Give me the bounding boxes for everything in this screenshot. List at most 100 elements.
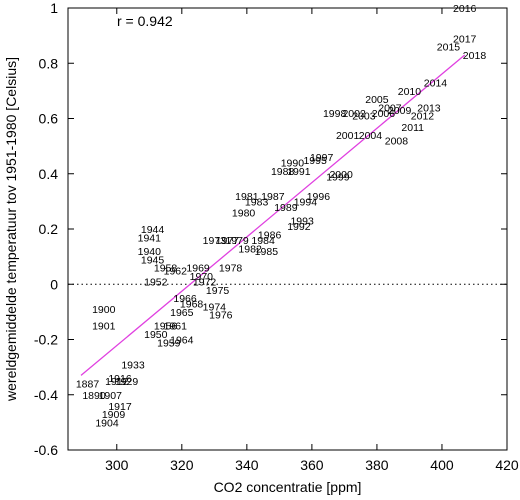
data-point-label: 2012 xyxy=(411,111,435,123)
data-point-label: 1941 xyxy=(138,232,162,244)
x-tick-label: 320 xyxy=(170,457,194,473)
data-point-label: 2005 xyxy=(365,94,389,106)
data-point-label: 1945 xyxy=(141,254,165,266)
x-tick-label: 400 xyxy=(430,457,454,473)
data-point-label: 1997 xyxy=(310,152,334,164)
data-point-label: 1900 xyxy=(92,304,116,316)
y-tick-label: 0.2 xyxy=(39,221,59,237)
data-point-label: 1887 xyxy=(76,379,100,391)
x-tick-label: 420 xyxy=(495,457,519,473)
data-point-label: 1950 xyxy=(144,329,168,341)
data-point-label: 2001 xyxy=(336,130,360,142)
data-point-label: 2007 xyxy=(378,102,402,114)
y-tick-label: 0 xyxy=(50,276,58,292)
data-point-label: 2011 xyxy=(401,122,424,134)
x-tick-label: 300 xyxy=(105,457,129,473)
data-point-label: 2014 xyxy=(424,78,448,90)
y-axis-label: wereldgemiddelde temperatuur tov 1951-19… xyxy=(3,57,19,402)
data-point-label: 1956 xyxy=(154,321,178,333)
data-point-label: 1980 xyxy=(232,207,256,219)
data-point-label: 2017 xyxy=(453,33,477,45)
data-point-label: 1989 xyxy=(274,202,298,214)
data-point-label: 1978 xyxy=(219,263,243,275)
data-point-label: 2008 xyxy=(385,136,409,148)
data-point-label: 1992 xyxy=(287,221,311,233)
data-point-label: 1993 xyxy=(290,216,314,228)
data-point-label: 2018 xyxy=(463,50,487,62)
data-point-label: 1917 xyxy=(108,401,132,413)
data-point-label: 1981 xyxy=(235,191,259,203)
data-point-label: 1964 xyxy=(170,335,194,347)
data-point-label: 1975 xyxy=(206,285,230,297)
data-point-label: 1959 xyxy=(157,337,181,349)
y-tick-label: 1 xyxy=(50,0,58,16)
x-axis-label: CO2 concentratie [ppm] xyxy=(214,479,362,495)
y-tick-label: -0.2 xyxy=(34,332,58,348)
data-point-label: 1979 xyxy=(225,235,249,247)
data-point-label: 1952 xyxy=(144,276,168,288)
x-tick-label: 380 xyxy=(365,457,389,473)
data-point-label: 1974 xyxy=(203,301,227,313)
data-point-label: 1929 xyxy=(115,376,139,388)
data-point-label: 2003 xyxy=(352,111,376,123)
data-point-label: 2006 xyxy=(372,108,396,120)
x-tick-label: 360 xyxy=(300,457,324,473)
data-point-label: 1991 xyxy=(287,166,311,178)
data-point-label: 1994 xyxy=(294,196,318,208)
data-point-label: 2000 xyxy=(329,169,353,181)
data-point-label: 2015 xyxy=(437,42,461,54)
y-tick-label: 0.6 xyxy=(39,111,59,127)
data-point-label: 1995 xyxy=(303,155,327,167)
data-point-label: 1968 xyxy=(180,299,204,311)
data-point-label: 1984 xyxy=(251,235,275,247)
y-tick-label: -0.6 xyxy=(34,442,58,458)
data-point-label: 1904 xyxy=(95,417,119,429)
data-point-label: 1982 xyxy=(238,243,262,255)
data-point-label: 1986 xyxy=(258,230,282,242)
data-point-label: 1970 xyxy=(190,271,214,283)
data-point-label: 1958 xyxy=(154,263,178,275)
data-point-label: 1976 xyxy=(209,310,233,322)
data-point-label: 1944 xyxy=(141,224,165,236)
data-point-label: 1909 xyxy=(102,409,126,421)
regression-line xyxy=(80,54,466,376)
data-point-label: 1940 xyxy=(138,246,162,258)
correlation-annotation: r = 0.942 xyxy=(117,13,173,29)
data-point-label: 2013 xyxy=(417,102,441,114)
data-point-label: 1983 xyxy=(245,196,269,208)
data-point-label: 1973 xyxy=(203,235,227,247)
data-point-label: 1999 xyxy=(326,172,350,184)
data-point-label: 1966 xyxy=(173,293,197,305)
data-point-label: 1961 xyxy=(164,321,188,333)
data-point-label: 1969 xyxy=(186,263,210,275)
data-point-label: 1985 xyxy=(255,246,279,258)
data-point-label: 1901 xyxy=(92,321,116,333)
y-tick-label: 0.8 xyxy=(39,55,59,71)
data-point-label: 1972 xyxy=(193,276,217,288)
data-point-label: 2010 xyxy=(398,86,422,98)
data-point-label: 1912 xyxy=(105,376,129,388)
data-point-label: 1990 xyxy=(281,158,305,170)
data-point-label: 1998 xyxy=(323,108,347,120)
data-point-label: 1933 xyxy=(121,359,145,371)
data-point-label: 1907 xyxy=(99,390,123,402)
data-point-label: 2009 xyxy=(388,105,412,117)
data-point-label: 1965 xyxy=(170,307,194,319)
axis-ticks: 300 320 340 360 380 400 420 -0.6 -0.4 -0.2 0 0.2 0.4… xyxy=(34,0,519,473)
plot-frame xyxy=(67,7,508,451)
data-point-label: 1890 xyxy=(82,390,106,402)
data-point-label: 1996 xyxy=(307,191,331,203)
data-point-label: 1916 xyxy=(108,373,132,385)
data-point-label: 1987 xyxy=(261,191,285,203)
y-tick-label: 0.4 xyxy=(39,166,59,182)
data-point-label: 1962 xyxy=(164,265,188,277)
y-tick-label: -0.4 xyxy=(34,387,58,403)
data-point-label: 2016 xyxy=(453,3,477,15)
data-point-label: 2002 xyxy=(342,108,366,120)
data-point-label: 1977 xyxy=(216,235,240,247)
data-point-label: 1988 xyxy=(271,166,295,178)
data-point-label: 2004 xyxy=(359,130,383,142)
x-tick-label: 340 xyxy=(235,457,259,473)
